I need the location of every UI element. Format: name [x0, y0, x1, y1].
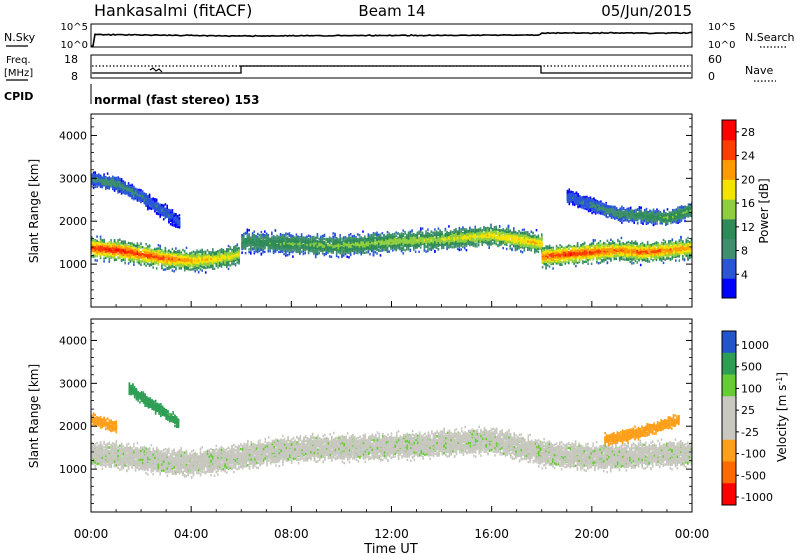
power-colorbar-label: Power [dB] [757, 178, 771, 243]
freq-unit-label: [MHz] [4, 68, 33, 79]
y-tick-label: 4000 [59, 334, 87, 347]
x-tick-label: 12:00 [374, 527, 409, 541]
power-colorbar-segment [722, 199, 736, 220]
nsky-label: N.Sky [4, 31, 36, 44]
power-colorbar-segment [722, 120, 736, 141]
power-colorbar-tick: 16 [741, 197, 755, 210]
power-echo-band [241, 223, 543, 259]
cpid-text: normal (fast stereo) 153 [94, 93, 260, 107]
velocity-colorbar-segment [722, 483, 736, 506]
velocity-echo-band [91, 425, 692, 480]
velocity-panel-bg [91, 319, 692, 512]
freq-tick-top: 18 [64, 53, 78, 66]
nsky-tick-bottom: 10^0 [61, 40, 88, 51]
velocity-colorbar-segment [722, 331, 736, 354]
power-panel-bg [91, 114, 692, 307]
power-ylabel: Slant Range [km] [27, 159, 41, 263]
velocity-colorbar-tick: -25 [741, 426, 759, 439]
power-colorbar-tick: 24 [741, 150, 755, 163]
nave-tick-bottom: 0 [708, 70, 715, 83]
velocity-colorbar-tick: 25 [741, 404, 755, 417]
velocity-colorbar-tick: -500 [741, 469, 766, 482]
power-colorbar-segment [722, 218, 736, 240]
velocity-echo-band [604, 414, 680, 447]
nsearch-tick-top: 10^5 [708, 22, 735, 33]
freq-blip [149, 67, 163, 73]
x-axis-label: Time UT [363, 542, 417, 554]
velocity-echo-band [128, 382, 180, 429]
freq-panel [90, 54, 693, 79]
nsky-panel [90, 23, 693, 48]
power-colorbar-tick: 8 [741, 245, 748, 258]
nsearch-tick-bottom: 10^0 [708, 40, 735, 51]
y-tick-label: 1000 [59, 258, 87, 271]
x-tick-label: 16:00 [474, 527, 509, 541]
power-echo-band [541, 235, 692, 270]
velocity-colorbar-segment [722, 439, 736, 462]
y-tick-label: 3000 [59, 172, 87, 185]
velocity-colorbar-label: Velocity [m s-1] [775, 372, 789, 462]
power-colorbar-segment [722, 159, 736, 180]
nsky-tick-top: 10^5 [61, 22, 88, 33]
x-tick-label: 20:00 [575, 527, 610, 541]
freq-tick-bottom: 8 [71, 70, 78, 83]
time-x-axis: 00:00 04:00 08:00 12:00 16:00 20:00 00:00 [74, 301, 710, 541]
y-tick-label: 4000 [59, 129, 87, 142]
y-tick-label: 2000 [59, 420, 87, 433]
velocity-colorbar: 1000 500 100 25 -25 -100 -500 -1000 [721, 330, 773, 506]
nave-label: Nave [745, 64, 773, 77]
velocity-colorbar-segment [722, 374, 736, 397]
cpid-label: CPID [4, 90, 33, 103]
velocity-echo-band [91, 412, 118, 434]
x-tick-label: 04:00 [174, 527, 209, 541]
y-tick-label: 2000 [59, 215, 87, 228]
station-title: Hankasalmi (fitACF) [94, 1, 252, 20]
nsky-line [91, 31, 693, 47]
velocity-ylabel: Slant Range [km] [27, 364, 41, 468]
power-colorbar-segment [722, 278, 736, 299]
x-tick-label: 08:00 [274, 527, 309, 541]
velocity-colorbar-tick: -100 [741, 448, 766, 461]
power-y-axis: 1000 2000 3000 4000 [59, 117, 692, 299]
beam-title: Beam 14 [358, 2, 425, 20]
nave-tick-top: 60 [708, 53, 722, 66]
x-tick-label: 00:00 [675, 527, 710, 541]
velocity-data [91, 382, 692, 480]
velocity-colorbar-segment [722, 352, 736, 375]
velocity-colorbar-tick: -1000 [741, 491, 773, 504]
velocity-colorbar-tick: 100 [741, 382, 762, 395]
power-colorbar-tick: 12 [741, 221, 755, 234]
power-colorbar-segment [722, 238, 736, 259]
y-tick-label: 1000 [59, 463, 87, 476]
power-echo-band [566, 188, 692, 227]
freq-line [92, 65, 691, 74]
velocity-colorbar-segment [722, 418, 736, 441]
velocity-y-axis: 1000 2000 3000 4000 [59, 322, 692, 504]
power-colorbar: 4 8 12 16 20 24 28 [721, 119, 755, 299]
velocity-colorbar-tick: 1000 [741, 339, 769, 352]
power-colorbar-segment [722, 139, 736, 161]
velocity-colorbar-segment [722, 461, 736, 484]
power-colorbar-tick: 28 [741, 126, 755, 139]
power-echo-band [91, 235, 240, 274]
power-echo-band [91, 171, 181, 229]
velocity-colorbar-tick: 500 [741, 361, 762, 374]
power-data [91, 171, 692, 274]
date-title: 05/Jun/2015 [601, 2, 692, 20]
power-colorbar-tick: 4 [741, 268, 748, 281]
freq-label: Freq. [6, 55, 31, 66]
velocity-colorbar-segment [722, 396, 736, 419]
power-colorbar-segment [722, 179, 736, 200]
y-tick-label: 3000 [59, 377, 87, 390]
power-colorbar-tick: 20 [741, 173, 755, 186]
power-colorbar-segment [722, 258, 736, 279]
nsearch-label: N.Search [745, 31, 795, 44]
x-tick-label: 00:00 [74, 527, 109, 541]
